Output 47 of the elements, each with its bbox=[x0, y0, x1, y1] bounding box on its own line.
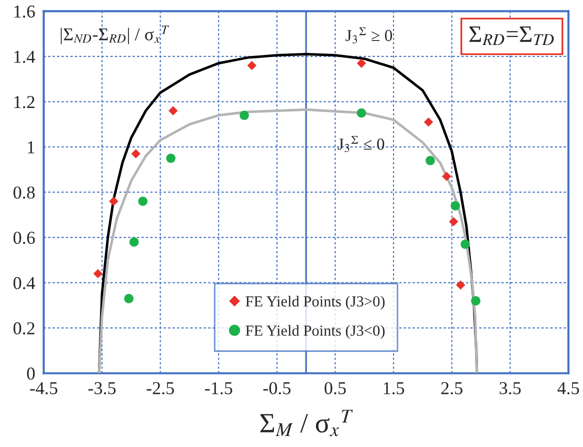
point bbox=[460, 240, 470, 249]
line-series bbox=[98, 108, 478, 374]
point bbox=[168, 106, 178, 116]
x-tick-label: -1.5 bbox=[205, 382, 232, 394]
point bbox=[247, 60, 256, 70]
x-tick-label: -3.5 bbox=[88, 382, 116, 394]
point bbox=[456, 280, 466, 290]
point bbox=[109, 196, 118, 206]
point bbox=[131, 149, 140, 158]
x-tick-label: 4.5 bbox=[557, 382, 580, 394]
point bbox=[124, 294, 134, 304]
x-axis-title: Σ$_{M}$ / σ$_{x}$$^{T}$ bbox=[260, 410, 353, 436]
y-tick-label: 0.6 bbox=[14, 232, 35, 244]
y-tick-label: 1.2 bbox=[14, 96, 34, 108]
point bbox=[426, 156, 435, 166]
point bbox=[450, 201, 460, 210]
x-tick-label: 0.5 bbox=[324, 382, 346, 394]
x-tick-label: 3.5 bbox=[500, 382, 521, 394]
x-tick-label: -4.5 bbox=[30, 382, 58, 394]
y-tick-label: 0.4 bbox=[14, 276, 36, 290]
y-tick-label: 1.6 bbox=[14, 5, 35, 18]
annotation: J$_{3}$$^{Σ}$ ≤ 0 bbox=[338, 136, 384, 152]
y-tick-label: 0 bbox=[27, 368, 35, 380]
point bbox=[356, 108, 366, 118]
y-tick-label: 1 bbox=[28, 141, 34, 154]
point bbox=[138, 196, 148, 206]
point bbox=[448, 217, 458, 226]
point bbox=[240, 110, 249, 120]
point bbox=[93, 269, 103, 278]
y-axis-title: |Σ$_{ND}$-Σ$_{RD}$| / σ$_{x}$$^{T}$ bbox=[60, 26, 170, 44]
x-tick-label: -0.5 bbox=[263, 382, 291, 394]
annotation: J$_{3}$$^{Σ}$ ≥ 0 bbox=[346, 27, 392, 44]
point bbox=[442, 172, 452, 181]
point bbox=[424, 117, 434, 127]
legend-label: FE Yield Points (J3>0) bbox=[246, 296, 385, 310]
point bbox=[166, 154, 176, 163]
y-tick-label: 0.2 bbox=[14, 322, 34, 335]
x-tick-label: 2.5 bbox=[441, 382, 462, 394]
x-tick-label: -2.5 bbox=[146, 382, 174, 394]
point bbox=[356, 58, 366, 68]
x-tick-label: 1.5 bbox=[384, 382, 404, 394]
legend-label: FE Yield Points (J3<0) bbox=[246, 325, 385, 339]
y-tick-label: 1.4 bbox=[14, 50, 36, 63]
annotation: Σ$_{RD}$=Σ$_{TD}$ bbox=[469, 26, 554, 46]
point bbox=[129, 237, 139, 247]
point bbox=[471, 296, 480, 306]
y-tick-label: 0.8 bbox=[14, 186, 35, 199]
